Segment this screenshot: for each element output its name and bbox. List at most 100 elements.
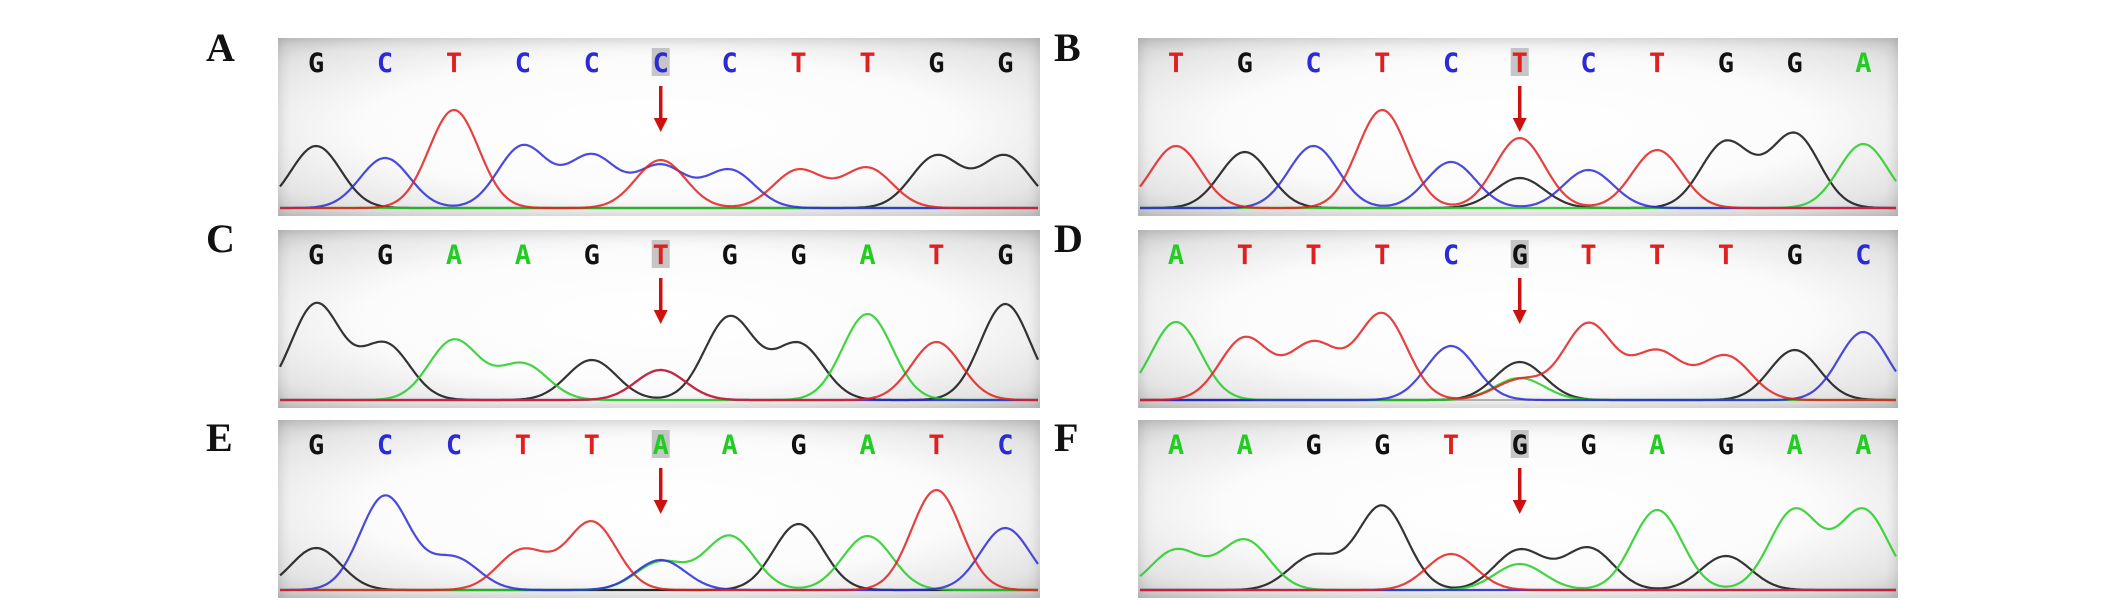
base-call-g: G	[997, 240, 1013, 271]
base-call-t: T	[859, 48, 875, 79]
base-call-t: T	[1168, 48, 1184, 79]
trace-t	[1140, 311, 1896, 402]
base-call-c: C	[1580, 48, 1596, 79]
base-call-a: A	[859, 240, 875, 271]
base-call-g: G	[790, 430, 806, 461]
base-call-g: G	[997, 48, 1013, 79]
base-call-a: A	[1787, 430, 1803, 461]
base-call-a: A	[515, 240, 531, 271]
trace-g	[279, 522, 1038, 592]
base-call-g: G	[377, 240, 393, 271]
variant-base-highlight	[1510, 240, 1529, 268]
base-call-c: C	[377, 430, 393, 461]
trace-c	[280, 494, 1039, 592]
base-call-c: C	[446, 430, 462, 461]
base-call-t: T	[1580, 240, 1596, 271]
base-call-t: T	[1512, 48, 1528, 79]
trace-a	[1139, 507, 1897, 592]
base-call-g: G	[308, 240, 324, 271]
base-call-g: G	[790, 240, 806, 271]
base-call-a: A	[722, 430, 738, 461]
variant-base-highlight	[1510, 430, 1529, 458]
base-call-g: G	[1374, 430, 1390, 461]
panel-label-e: E	[206, 415, 233, 460]
base-call-t: T	[1649, 48, 1665, 79]
base-call-g: G	[1718, 48, 1734, 79]
base-call-g: G	[1305, 430, 1321, 461]
panel-label-b: B	[1054, 25, 1081, 70]
base-call-g: G	[584, 240, 600, 271]
variant-arrow-head	[1512, 118, 1527, 132]
trace-a	[280, 534, 1038, 592]
trace-t	[280, 488, 1038, 592]
base-call-t: T	[446, 48, 462, 79]
base-call-g: G	[722, 240, 738, 271]
trace-a	[1140, 142, 1897, 210]
variant-base-highlight	[1510, 48, 1529, 76]
base-call-t: T	[653, 240, 669, 271]
trace-g	[1140, 348, 1896, 402]
base-call-a: A	[446, 240, 462, 271]
trace-t	[280, 340, 1038, 402]
panel-label-a: A	[206, 25, 235, 70]
base-call-c: C	[653, 48, 669, 79]
base-call-g: G	[1580, 430, 1596, 461]
base-call-t: T	[1718, 240, 1734, 271]
variant-base-highlight	[651, 240, 670, 268]
trace-t	[280, 108, 1038, 210]
trace-t	[1140, 552, 1896, 592]
variant-arrow-head	[1512, 500, 1527, 514]
base-call-a: A	[1237, 430, 1253, 461]
base-call-t: T	[928, 430, 944, 461]
variant-arrow-head	[1512, 310, 1527, 324]
base-call-c: C	[1855, 240, 1871, 271]
base-call-a: A	[1855, 430, 1871, 461]
trace-t	[1139, 108, 1896, 210]
base-call-c: C	[515, 48, 531, 79]
base-call-t: T	[1649, 240, 1665, 271]
base-call-g: G	[928, 48, 944, 79]
trace-c	[280, 368, 1038, 402]
panel-label-f: F	[1054, 415, 1079, 460]
trace-g	[1140, 504, 1896, 592]
base-call-a: A	[1168, 430, 1184, 461]
base-call-a: A	[1649, 430, 1665, 461]
base-call-a: A	[653, 430, 669, 461]
base-call-g: G	[1237, 48, 1253, 79]
base-call-t: T	[1305, 240, 1321, 271]
variant-arrow-head	[653, 310, 668, 324]
base-call-t: T	[790, 48, 806, 79]
variant-arrow-head	[653, 500, 668, 514]
variant-base-highlight	[651, 430, 670, 458]
base-call-t: T	[1374, 240, 1390, 271]
base-call-g: G	[1512, 240, 1528, 271]
base-call-c: C	[1443, 48, 1459, 79]
base-call-g: G	[1512, 430, 1528, 461]
base-call-a: A	[1855, 48, 1871, 79]
base-call-t: T	[1374, 48, 1390, 79]
base-call-c: C	[997, 430, 1013, 461]
panel-label-c: C	[206, 216, 235, 261]
trace-g	[279, 144, 1039, 210]
base-call-g: G	[1718, 430, 1734, 461]
base-call-a: A	[1168, 240, 1184, 271]
base-call-c: C	[1443, 240, 1459, 271]
base-call-g: G	[308, 48, 324, 79]
trace-a	[280, 312, 1038, 402]
base-call-t: T	[1237, 240, 1253, 271]
base-call-t: T	[515, 430, 531, 461]
variant-arrow-head	[653, 118, 668, 132]
base-call-t: T	[1443, 430, 1459, 461]
base-call-c: C	[584, 48, 600, 79]
